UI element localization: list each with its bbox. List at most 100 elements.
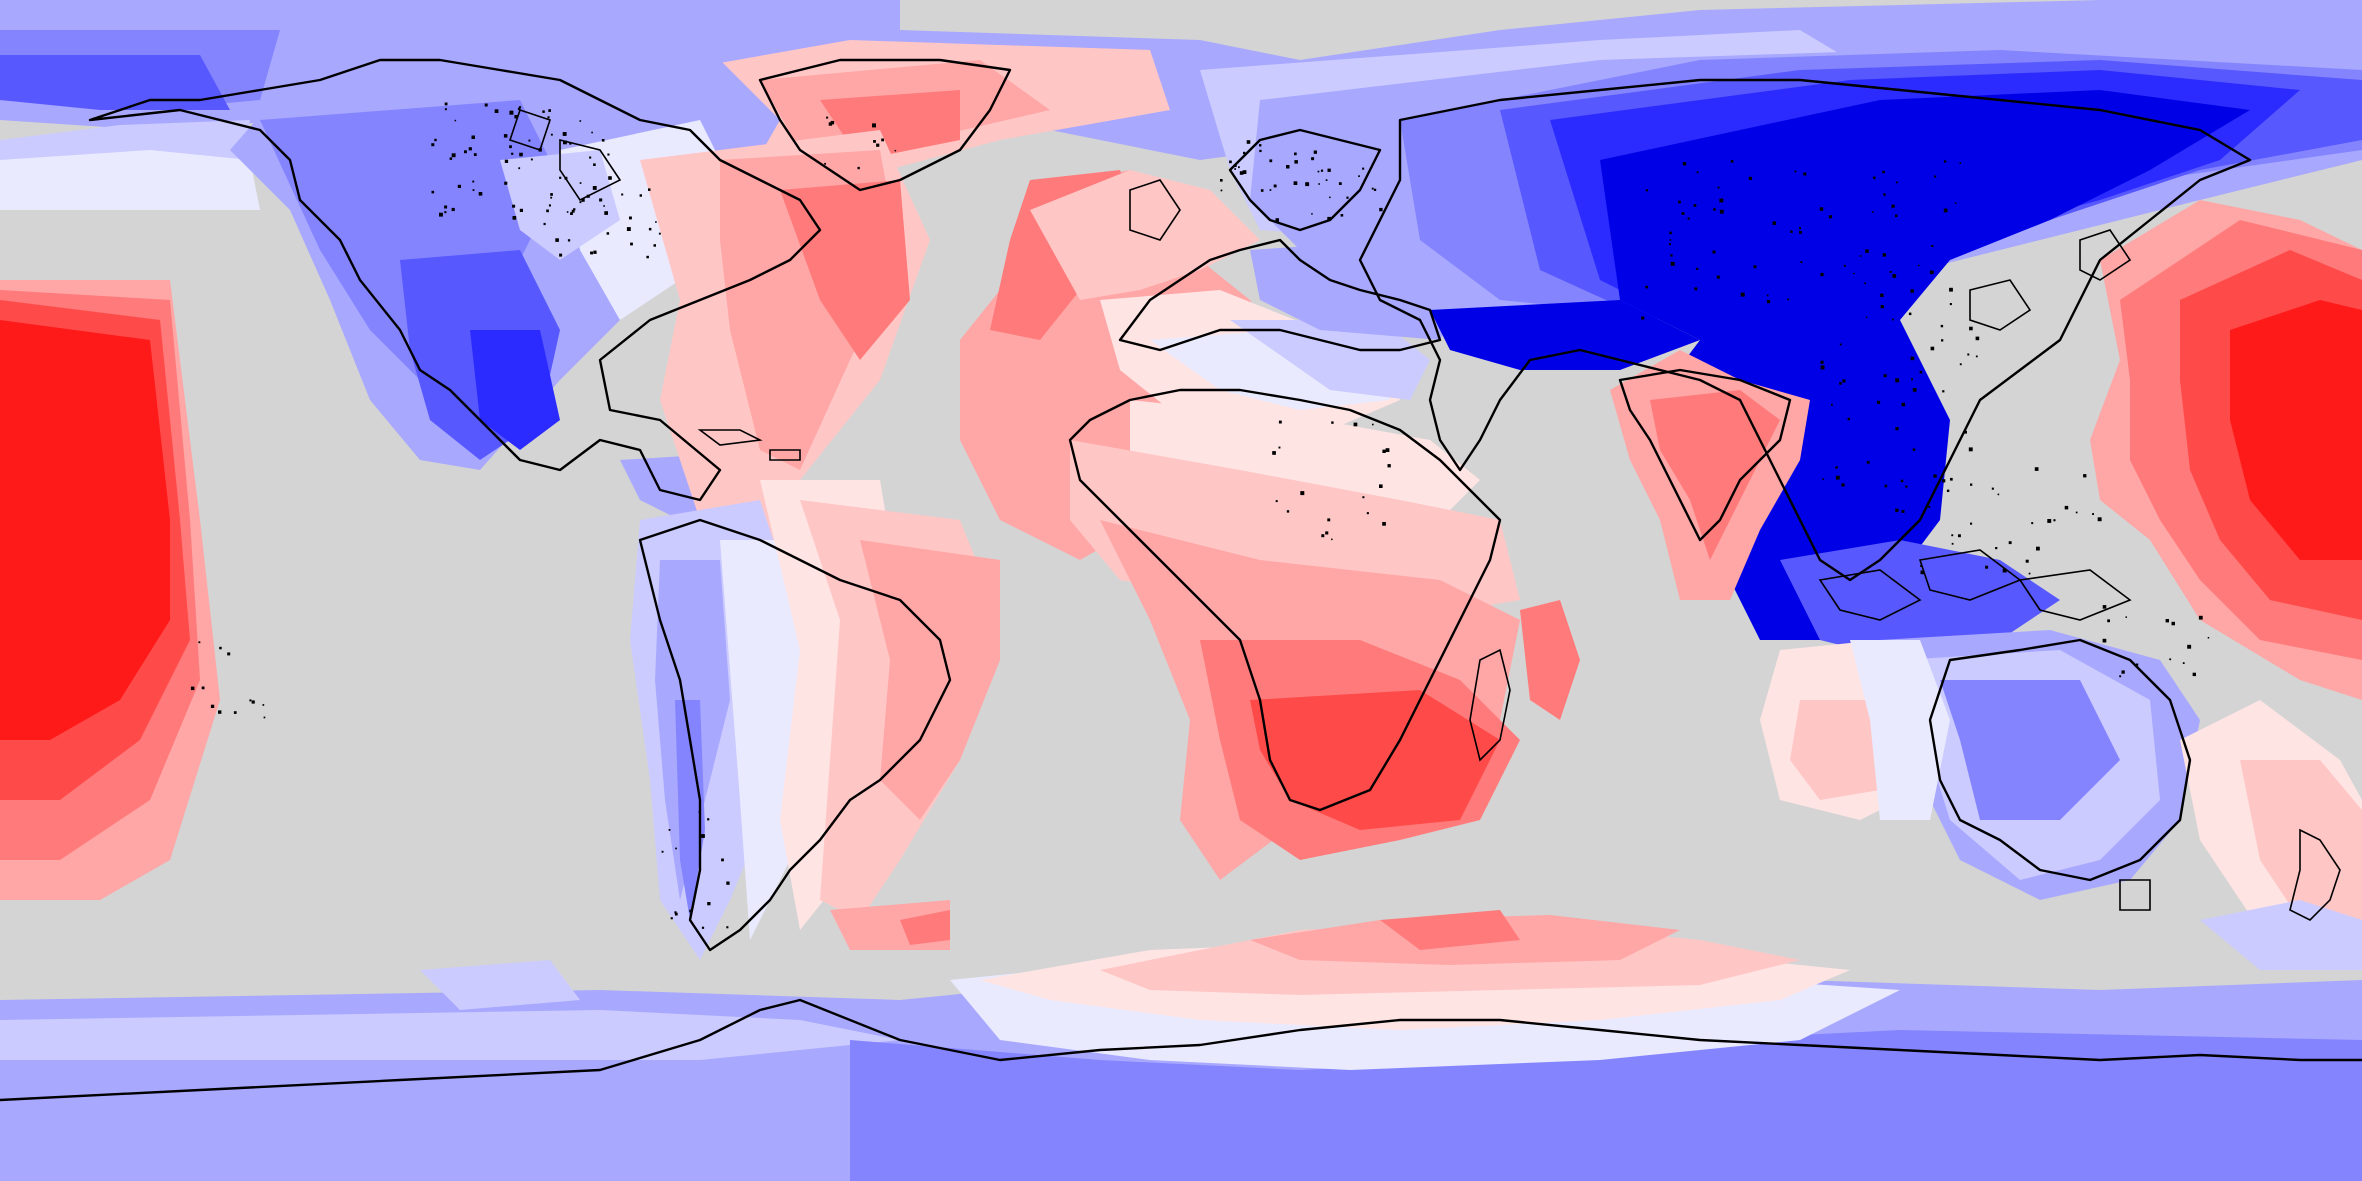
- island-speck: [2187, 644, 2192, 649]
- island-speck: [528, 139, 531, 142]
- island-speck: [1670, 254, 1673, 257]
- island-speck: [263, 716, 266, 719]
- island-speck: [1866, 460, 1870, 464]
- island-speck: [872, 123, 876, 128]
- island-speck: [1959, 162, 1962, 164]
- island-speck: [564, 176, 568, 180]
- island-speck: [472, 189, 475, 191]
- island-speck: [655, 221, 657, 223]
- island-speck: [1891, 204, 1895, 208]
- island-speck: [1229, 160, 1232, 164]
- island-speck: [648, 227, 652, 231]
- island-speck: [1234, 164, 1237, 167]
- island-speck: [1835, 466, 1838, 469]
- island-speck: [1951, 534, 1954, 537]
- island-speck: [1242, 170, 1247, 174]
- island-speck: [1912, 388, 1917, 392]
- island-speck: [1387, 464, 1391, 468]
- island-speck: [648, 188, 651, 191]
- island-speck: [593, 250, 597, 254]
- island-speck: [457, 184, 461, 188]
- island-speck: [1820, 365, 1825, 370]
- island-speck: [873, 140, 876, 143]
- island-speck: [1286, 165, 1290, 169]
- island-speck: [1362, 496, 1365, 499]
- island-speck: [675, 847, 677, 850]
- island-speck: [2119, 675, 2122, 678]
- island-speck: [1949, 287, 1953, 292]
- island-speck: [1278, 446, 1281, 449]
- island-speck: [621, 193, 624, 196]
- island-speck: [1668, 243, 1671, 246]
- island-speck: [1920, 570, 1925, 575]
- island-speck: [599, 198, 603, 202]
- island-speck: [1931, 245, 1934, 248]
- island-speck: [444, 102, 448, 106]
- island-speck: [1892, 318, 1894, 321]
- island-speck: [530, 158, 533, 161]
- coastline-south-america: [638, 518, 952, 952]
- island-speck: [626, 227, 631, 231]
- island-speck: [1910, 289, 1914, 293]
- island-speck: [1991, 487, 1994, 490]
- island-speck: [444, 205, 448, 209]
- island-speck: [1716, 275, 1720, 279]
- island-speck: [1975, 336, 1980, 341]
- island-specks: [190, 102, 2210, 929]
- island-speck: [1911, 378, 1913, 381]
- island-speck: [478, 192, 483, 196]
- island-speck: [1820, 272, 1824, 277]
- island-speck: [2169, 658, 2172, 661]
- island-speck: [1828, 215, 1832, 219]
- island-speck: [468, 147, 472, 151]
- island-speck: [2192, 672, 2196, 677]
- island-speck: [2102, 605, 2107, 609]
- island-speck: [1748, 176, 1752, 180]
- island-speck: [2053, 519, 2056, 522]
- india-region: [1610, 350, 1810, 600]
- island-speck: [603, 205, 605, 207]
- island-speck: [1682, 162, 1687, 166]
- island-speck: [1883, 193, 1886, 196]
- island-speck: [1880, 293, 1884, 297]
- island-speck: [1246, 140, 1251, 144]
- island-speck: [2064, 505, 2069, 510]
- coastline-greenland: [758, 58, 1012, 192]
- island-speck: [590, 251, 593, 255]
- island-speck: [1895, 214, 1898, 218]
- island-speck: [1269, 159, 1273, 163]
- island-speck: [451, 153, 456, 158]
- island-speck: [2047, 519, 2052, 523]
- island-speck: [1325, 531, 1329, 535]
- island-speck: [1696, 267, 1699, 270]
- island-speck: [1687, 217, 1690, 220]
- island-speck: [1313, 150, 1317, 154]
- coastline-europe: [1118, 238, 1442, 352]
- island-speck: [1910, 356, 1915, 361]
- island-speck: [1329, 196, 1331, 199]
- island-speck: [1841, 483, 1845, 487]
- island-speck: [828, 122, 833, 126]
- island-speck: [571, 209, 575, 213]
- island-speck: [512, 204, 516, 208]
- island-speck: [439, 212, 443, 217]
- island-speck: [592, 186, 597, 190]
- island-speck: [509, 110, 514, 115]
- coastline-india: [1618, 368, 1792, 542]
- island-speck: [2121, 670, 2125, 674]
- island-speck: [1883, 374, 1887, 378]
- island-speck: [721, 858, 724, 862]
- island-speck: [201, 686, 205, 690]
- island-speck: [198, 641, 201, 644]
- island-speck: [1873, 176, 1876, 180]
- island-speck: [1259, 149, 1262, 153]
- island-speck: [1928, 505, 1931, 508]
- island-speck: [1940, 324, 1944, 328]
- island-speck: [543, 222, 546, 226]
- island-speck: [562, 132, 567, 136]
- island-speck: [519, 152, 523, 157]
- island-speck: [550, 133, 553, 136]
- island-speck: [1949, 303, 1952, 306]
- island-speck: [1379, 484, 1383, 488]
